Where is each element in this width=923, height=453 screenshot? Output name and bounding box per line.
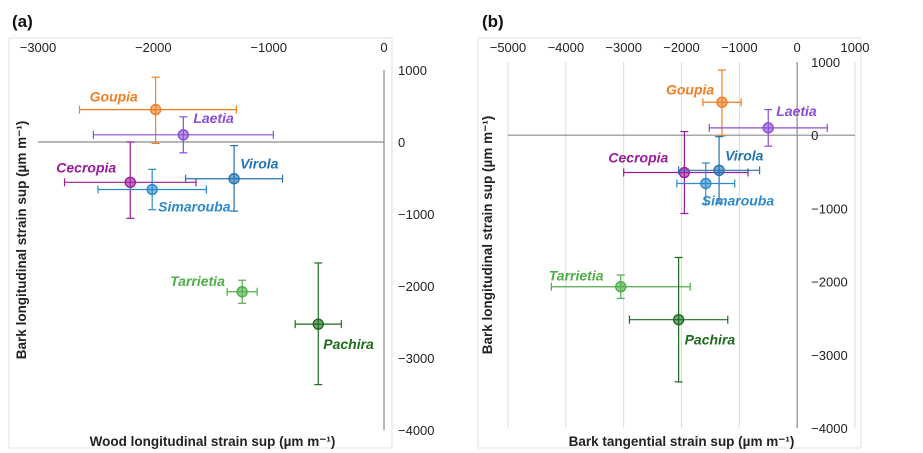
a-point-pachira: Pachira (294, 262, 374, 386)
b-marker-tarrietia (615, 281, 627, 293)
b-y-tick-label-5: −4000 (811, 421, 848, 436)
b-y-tick-label-3: −2000 (811, 275, 848, 290)
a-y-tick-label-5: −4000 (398, 423, 435, 438)
b-marker-virola (713, 164, 725, 177)
b-x-tick-label-2: −3000 (605, 40, 642, 55)
a-x-tick-label-2: −1000 (250, 40, 287, 55)
b-label-cecropia: Cecropia (608, 150, 668, 166)
a-plot-frame (8, 37, 393, 449)
a-label-laetia: Laetia (193, 110, 234, 126)
b-point-pachira: Pachira (628, 256, 736, 383)
a-point-virola: Virola (185, 145, 284, 212)
b-x-tick-label-5: 0 (794, 40, 801, 55)
b-marker-simarouba (700, 177, 712, 190)
b-point-virola: Virola (678, 136, 764, 204)
b-point-laetia: Laetia (708, 103, 828, 147)
a-x-tick-label-1: −2000 (135, 40, 172, 55)
b-y-tick-label-0: 1000 (811, 55, 840, 70)
b-point-tarrietia: Tarrietia (549, 268, 691, 300)
a-x-axis-label: Wood longitudinal strain sup (µm m⁻¹) (90, 434, 336, 449)
a-y-tick-label-0: 1000 (398, 63, 427, 78)
a-point-goupia: Goupia (78, 76, 237, 145)
a-point-simarouba: Simarouba (97, 168, 231, 215)
a-label-virola: Virola (240, 156, 279, 172)
b-marker-pachira (672, 313, 685, 326)
b-marker-cecropia (678, 166, 691, 179)
a-point-tarrietia: Tarrietia (170, 273, 258, 304)
a-marker-cecropia (124, 176, 136, 189)
b-point-cecropia: Cecropia (608, 130, 749, 215)
a-marker-tarrietia (236, 286, 248, 298)
a-y-axis-label: Bark longitudinal strain sup (µm m⁻¹) (14, 121, 29, 359)
b-point-goupia: Goupia (666, 69, 742, 137)
a-point-laetia: Laetia (92, 110, 274, 154)
b-x-tick-label-4: −1000 (721, 40, 758, 55)
b-panel-label: (b) (482, 12, 504, 31)
a-marker-simarouba (146, 183, 158, 196)
a-label-pachira: Pachira (323, 336, 374, 352)
b-x-tick-label-1: −4000 (548, 40, 585, 55)
b-plot-frame (477, 37, 862, 449)
a-marker-goupia (149, 103, 162, 116)
b-label-pachira: Pachira (685, 332, 736, 348)
b-y-axis-label: Bark longitudinal strain sup (µm m⁻¹) (480, 116, 495, 354)
b-x-tick-label-6: 1000 (841, 40, 870, 55)
b-y-tick-label-4: −3000 (811, 348, 848, 363)
b-point-simarouba: Simarouba (676, 162, 775, 209)
b-y-tick-label-2: −1000 (811, 201, 848, 216)
a-label-goupia: Goupia (90, 89, 138, 105)
b-label-virola: Virola (725, 147, 764, 163)
a-point-cecropia: Cecropia (56, 141, 197, 219)
a-y-tick-label-2: −1000 (398, 207, 435, 222)
a-y-tick-label-3: −2000 (398, 279, 435, 294)
a-label-simarouba: Simarouba (158, 199, 231, 215)
a-label-tarrietia: Tarrietia (170, 273, 225, 289)
a-label-cecropia: Cecropia (56, 159, 116, 175)
a-x-tick-label-0: −3000 (20, 40, 57, 55)
b-label-tarrietia: Tarrietia (549, 268, 604, 284)
a-marker-laetia (177, 129, 190, 141)
a-marker-virola (228, 173, 240, 185)
b-marker-goupia (716, 96, 728, 108)
a-y-tick-label-4: −3000 (398, 351, 435, 366)
a-x-tick-label-3: 0 (380, 40, 387, 55)
b-x-tick-label-3: −2000 (663, 40, 700, 55)
b-x-tick-label-0: −5000 (490, 40, 527, 55)
b-label-goupia: Goupia (666, 81, 714, 97)
b-x-axis-label: Bark tangential strain sup (µm m⁻¹) (569, 434, 795, 449)
b-label-laetia: Laetia (776, 103, 817, 119)
panel-a: −3000 −2000 −1000 0 1000 0 −1000 −2000 −3000 −400… (8, 12, 435, 449)
b-y-tick-label-1: 0 (811, 128, 818, 143)
a-y-tick-label-1: 0 (398, 135, 405, 150)
a-marker-pachira (312, 318, 324, 330)
b-marker-laetia (762, 122, 774, 134)
a-panel-label: (a) (12, 12, 33, 31)
b-label-simarouba: Simarouba (702, 193, 775, 209)
